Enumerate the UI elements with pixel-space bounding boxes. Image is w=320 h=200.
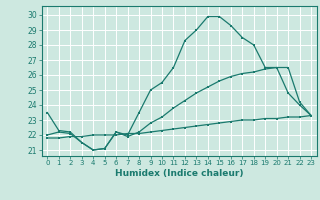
- X-axis label: Humidex (Indice chaleur): Humidex (Indice chaleur): [115, 169, 244, 178]
